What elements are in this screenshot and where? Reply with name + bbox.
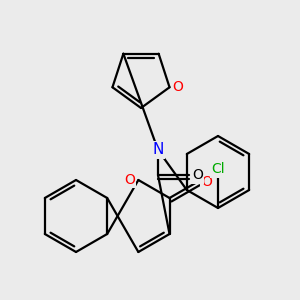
Text: O: O (201, 175, 212, 189)
Text: O: O (172, 80, 183, 94)
Text: N: N (152, 142, 164, 158)
Text: O: O (192, 168, 203, 182)
Text: O: O (124, 173, 135, 187)
Text: Cl: Cl (211, 162, 225, 176)
